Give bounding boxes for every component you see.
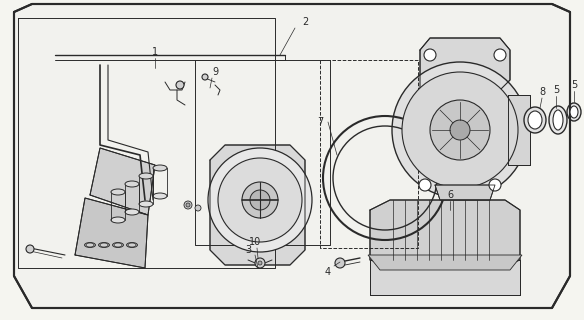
- Ellipse shape: [553, 110, 563, 130]
- Polygon shape: [508, 95, 530, 165]
- Circle shape: [242, 182, 278, 218]
- Ellipse shape: [114, 243, 122, 247]
- Text: 4: 4: [325, 267, 331, 277]
- Text: 2: 2: [302, 17, 308, 27]
- Circle shape: [218, 158, 302, 242]
- Text: 5: 5: [553, 85, 559, 95]
- Ellipse shape: [570, 106, 578, 118]
- Circle shape: [335, 258, 345, 268]
- Polygon shape: [420, 38, 510, 90]
- Circle shape: [419, 179, 431, 191]
- Circle shape: [489, 179, 501, 191]
- Polygon shape: [14, 4, 570, 308]
- Circle shape: [250, 190, 270, 210]
- Circle shape: [176, 81, 184, 89]
- Polygon shape: [90, 148, 155, 215]
- Ellipse shape: [85, 243, 96, 247]
- Ellipse shape: [113, 243, 123, 247]
- Text: 8: 8: [539, 87, 545, 97]
- Text: 5: 5: [571, 80, 577, 90]
- Ellipse shape: [549, 106, 567, 134]
- Ellipse shape: [139, 201, 153, 207]
- Polygon shape: [368, 255, 522, 270]
- Circle shape: [424, 49, 436, 61]
- Ellipse shape: [86, 243, 94, 247]
- Ellipse shape: [111, 189, 125, 195]
- Circle shape: [186, 203, 190, 207]
- Text: 3: 3: [245, 245, 251, 255]
- Circle shape: [195, 205, 201, 211]
- Polygon shape: [210, 145, 305, 265]
- Ellipse shape: [524, 107, 546, 133]
- Circle shape: [402, 72, 518, 188]
- Ellipse shape: [111, 217, 125, 223]
- Circle shape: [430, 100, 490, 160]
- Polygon shape: [370, 200, 520, 265]
- Circle shape: [255, 258, 265, 268]
- Circle shape: [258, 261, 262, 265]
- Circle shape: [494, 49, 506, 61]
- Circle shape: [184, 201, 192, 209]
- Text: 6: 6: [447, 190, 453, 200]
- Ellipse shape: [153, 165, 167, 171]
- Circle shape: [26, 245, 34, 253]
- Text: 7: 7: [317, 117, 323, 127]
- Polygon shape: [435, 185, 495, 200]
- Circle shape: [450, 120, 470, 140]
- Circle shape: [202, 74, 208, 80]
- Ellipse shape: [139, 173, 153, 179]
- Ellipse shape: [100, 243, 108, 247]
- Text: 9: 9: [212, 67, 218, 77]
- Ellipse shape: [528, 111, 542, 129]
- Circle shape: [208, 148, 312, 252]
- Polygon shape: [75, 198, 148, 268]
- Circle shape: [392, 62, 528, 198]
- Text: 10: 10: [249, 237, 261, 247]
- Ellipse shape: [125, 209, 139, 215]
- Ellipse shape: [567, 103, 581, 121]
- Ellipse shape: [99, 243, 110, 247]
- Text: 1: 1: [152, 47, 158, 57]
- Ellipse shape: [125, 181, 139, 187]
- Polygon shape: [370, 260, 520, 295]
- Ellipse shape: [127, 243, 137, 247]
- Ellipse shape: [128, 243, 136, 247]
- Ellipse shape: [153, 193, 167, 199]
